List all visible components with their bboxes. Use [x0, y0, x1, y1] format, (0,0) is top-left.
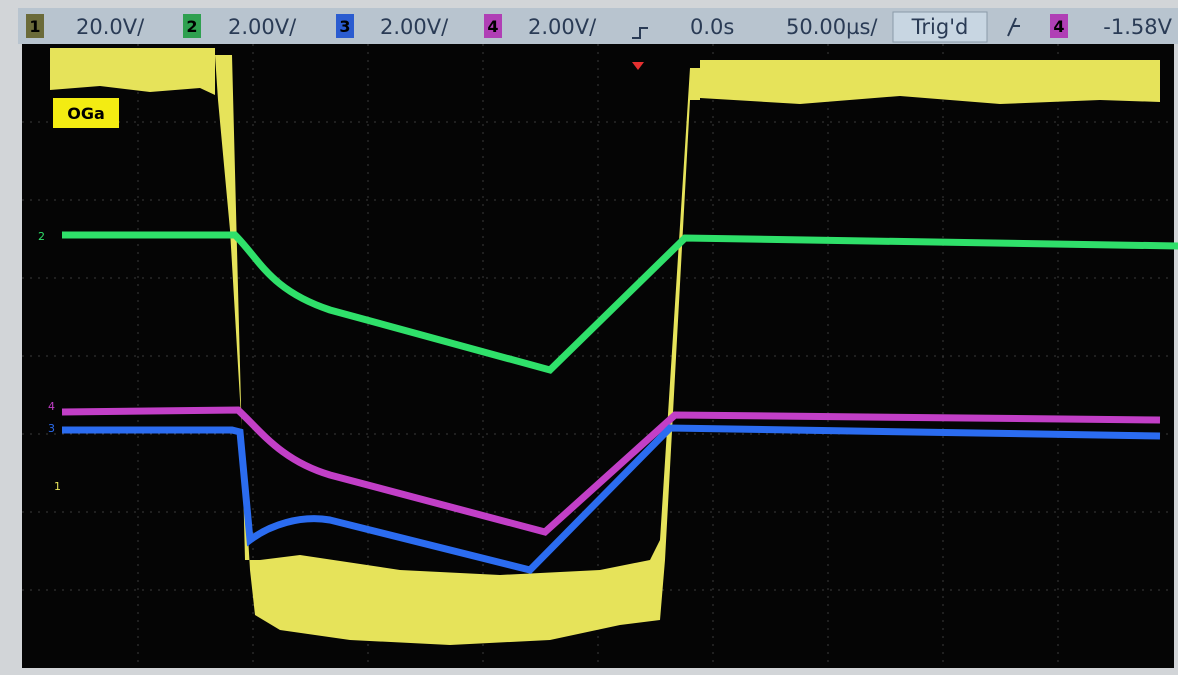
- status: Trig'd: [911, 15, 969, 39]
- ch4-number: 4: [487, 17, 498, 36]
- marker: 4: [48, 400, 55, 413]
- ch4-trace: [61, 406, 1161, 536]
- marker: 3: [48, 422, 55, 435]
- ch2-number: 2: [186, 17, 197, 36]
- status-box: [892, 11, 988, 43]
- slope-icon: [1007, 17, 1020, 37]
- ch1-badge: [26, 14, 44, 38]
- trigger-badge: [1050, 14, 1068, 38]
- ch4-scale: 2.00V/: [528, 15, 597, 39]
- ch1-scale: 20.0V/: [76, 15, 145, 39]
- screen-label: OGa: [67, 104, 105, 123]
- ch4-badge: [484, 14, 502, 38]
- delay: 0.0s: [690, 15, 734, 39]
- timebase: 50.00µs/: [786, 15, 878, 39]
- trigger-marker: [632, 62, 644, 70]
- trigger-level: -1.58V: [1103, 15, 1172, 39]
- ch3-number: 3: [339, 17, 350, 36]
- trigger-icon: [632, 27, 648, 39]
- ch2-trace: [62, 231, 1178, 374]
- marker: 1: [54, 480, 61, 493]
- ch1-trace: [215, 55, 700, 645]
- ch3-trace: [62, 424, 1161, 574]
- ch3-badge: [336, 14, 354, 38]
- ch1-number: 1: [29, 17, 40, 36]
- label-box: [53, 98, 119, 128]
- marker: 2: [38, 230, 45, 243]
- ch3-scale: 2.00V/: [380, 15, 449, 39]
- ch1-trace: [50, 48, 215, 95]
- ch1-trace: [700, 60, 1160, 104]
- ch2-badge: [183, 14, 201, 38]
- ch2-scale: 2.00V/: [228, 15, 297, 39]
- trigger-channel: 4: [1053, 17, 1064, 36]
